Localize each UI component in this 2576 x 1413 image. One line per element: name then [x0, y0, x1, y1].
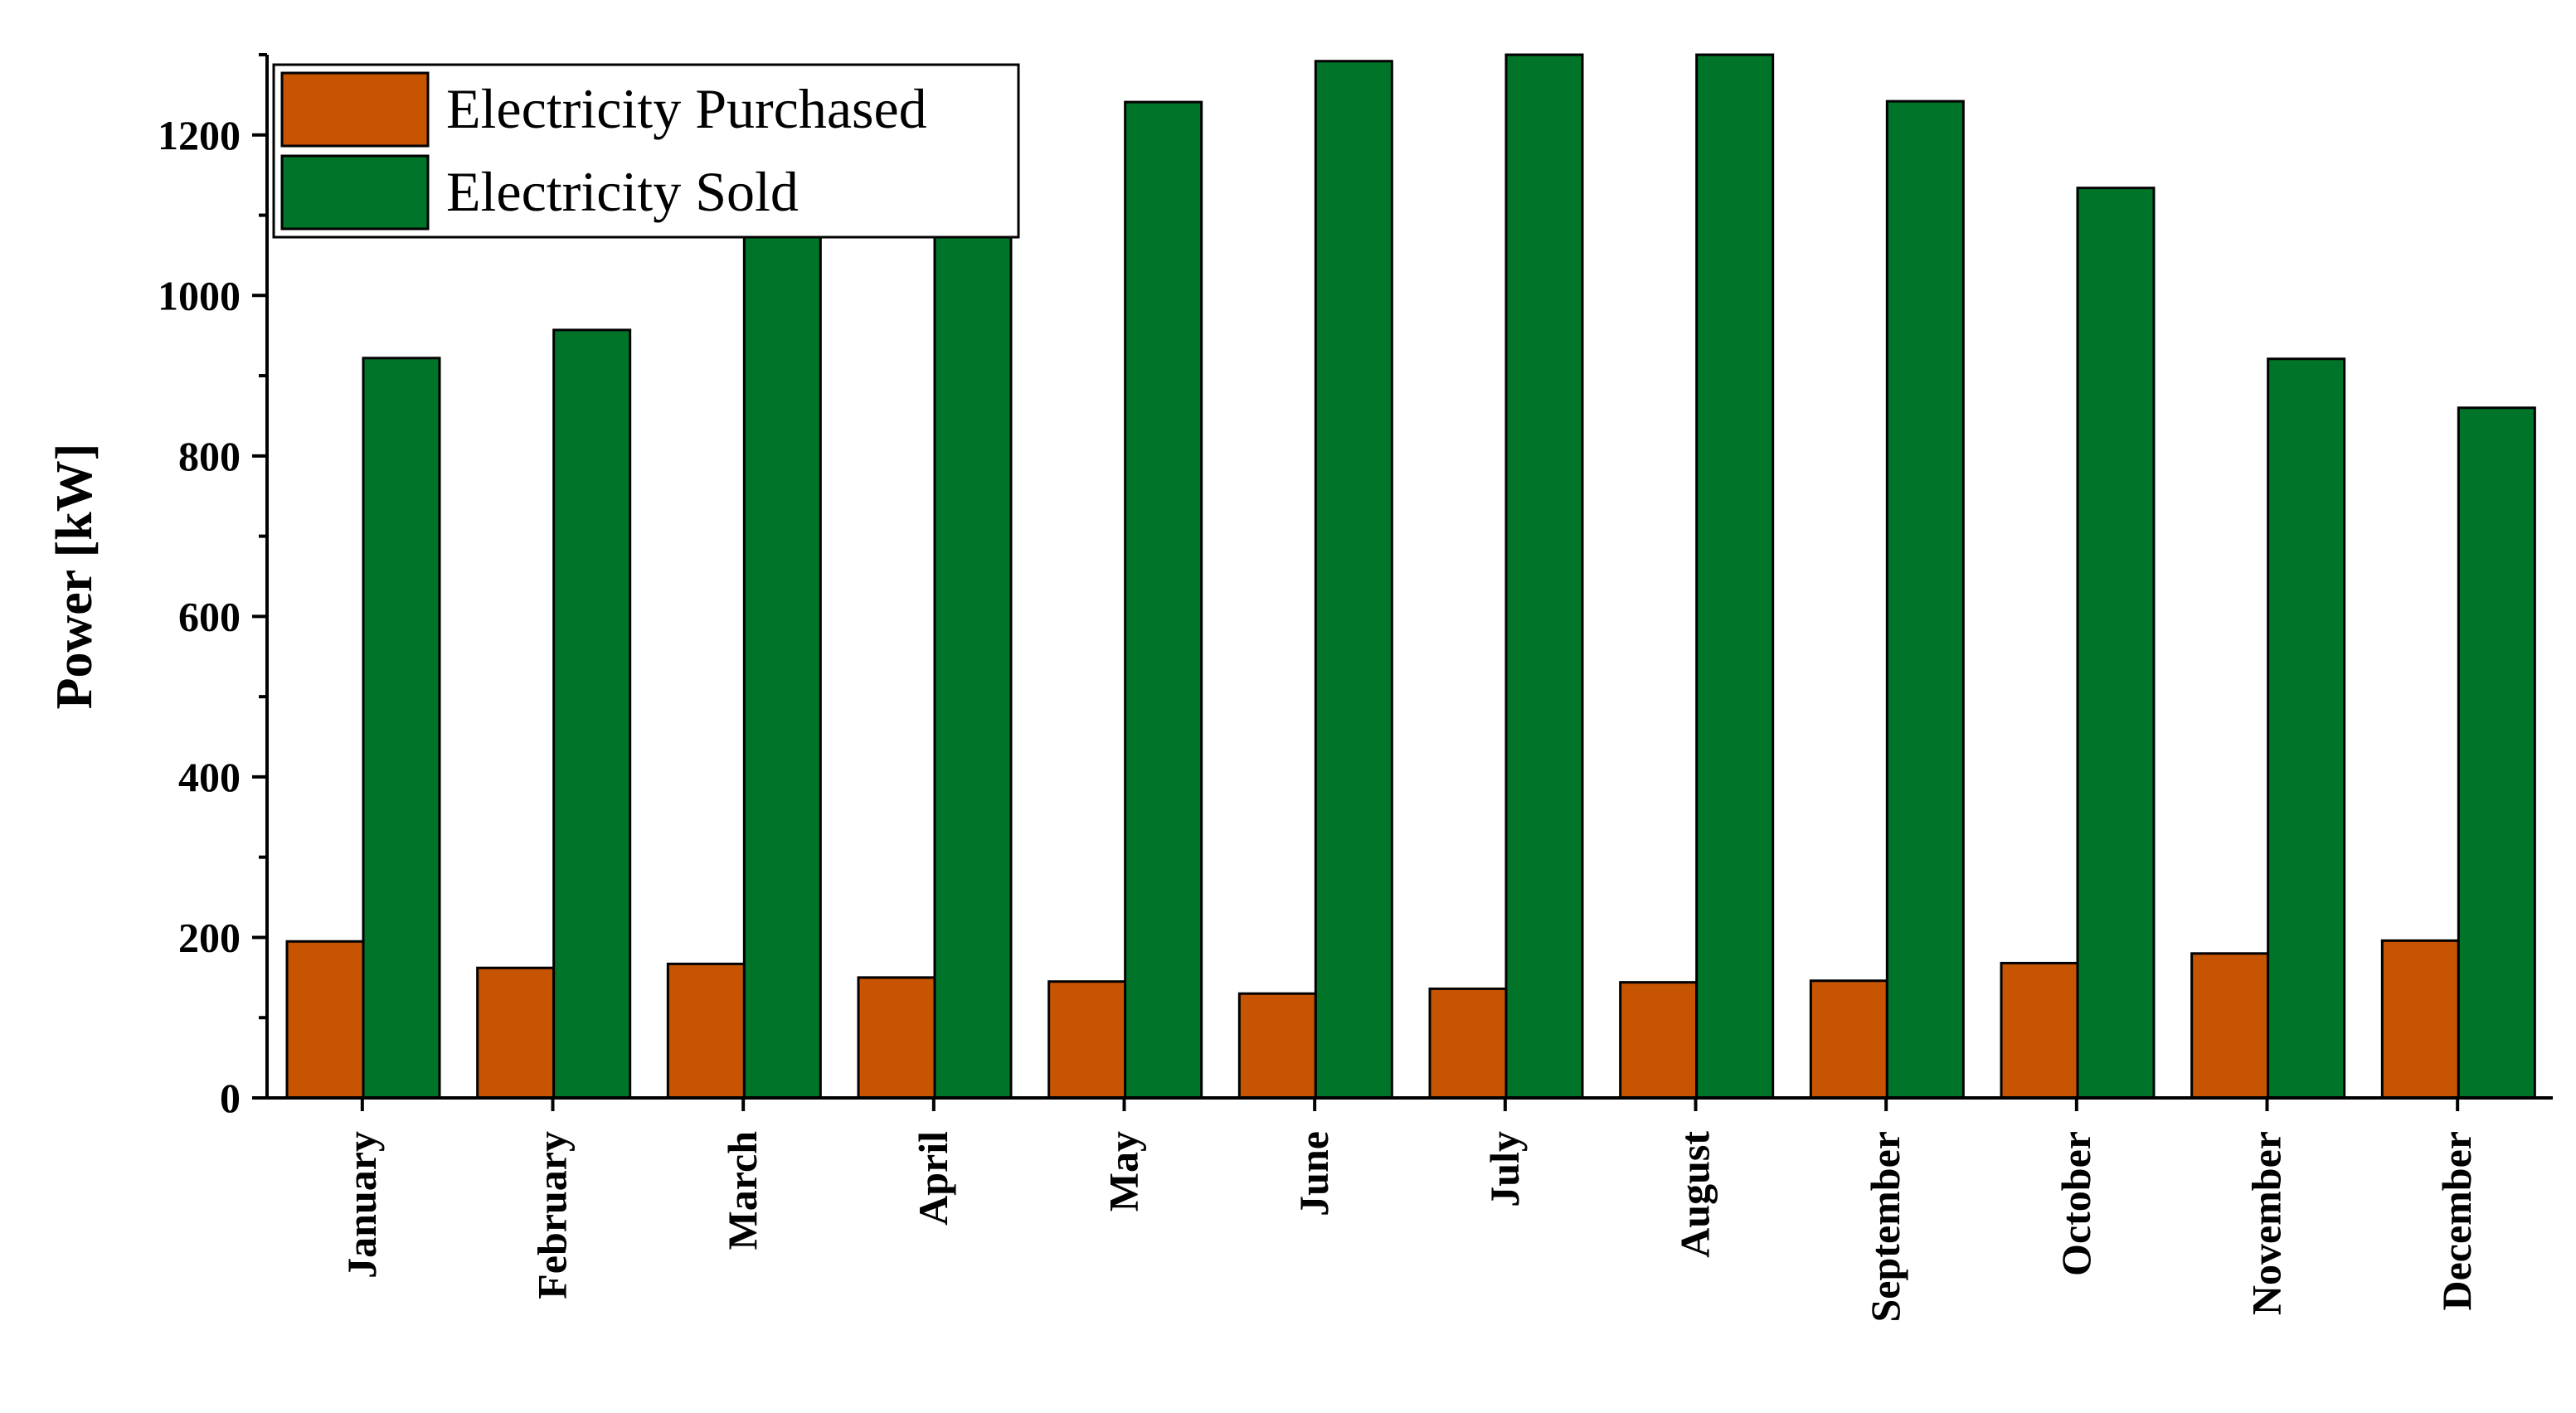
x-tick-label-march: March [719, 1131, 766, 1250]
bar-electricity-purchased-march [666, 962, 746, 1100]
x-tick-label-november: November [2243, 1131, 2290, 1315]
y-tick-labels: 0 200 400 600 800 1000 1200 [158, 112, 241, 1121]
bar-electricity-sold-april [933, 230, 1013, 1100]
bar-electricity-sold-december [2457, 406, 2536, 1100]
legend-label-electricity-sold: Electricity Sold [446, 160, 799, 223]
bar-electricity-sold-march [742, 230, 822, 1100]
bar-electricity-purchased-june [1237, 992, 1317, 1100]
bar-electricity-purchased-september [1809, 979, 1888, 1100]
bar-electricity-sold-may [1124, 100, 1203, 1100]
axes [252, 53, 2553, 1111]
bar-electricity-sold-august [1695, 53, 1775, 1100]
bar-electricity-purchased-october [2000, 961, 2079, 1100]
legend: Electricity Purchased Electricity Sold [272, 63, 1020, 239]
x-tick-label-may: May [1101, 1131, 1147, 1211]
x-tick-label-february: February [529, 1131, 576, 1299]
bar-electricity-purchased-may [1047, 980, 1127, 1100]
bar-electricity-purchased-february [476, 966, 556, 1100]
bar-electricity-purchased-april [857, 976, 936, 1100]
legend-swatch-electricity-sold [280, 154, 430, 231]
bar-electricity-purchased-january [285, 940, 365, 1100]
bar-electricity-purchased-august [1619, 981, 1699, 1100]
bar-electricity-sold-july [1504, 53, 1584, 1100]
y-tick-label: 0 [220, 1075, 241, 1121]
x-tick-label-july: July [1481, 1131, 1528, 1207]
legend-swatch-electricity-purchased [280, 71, 430, 148]
bar-electricity-sold-november [2267, 357, 2346, 1100]
y-tick-label: 400 [178, 754, 241, 800]
x-tick-label-august: August [1672, 1131, 1718, 1258]
y-axis-title: Power [kW] [46, 444, 103, 710]
y-tick-label: 1000 [158, 272, 241, 318]
bar-electricity-sold-october [2076, 187, 2156, 1100]
bar-layer [285, 53, 2536, 1100]
legend-label-electricity-purchased: Electricity Purchased [446, 77, 927, 140]
y-tick-label: 200 [178, 914, 241, 960]
y-tick-label: 800 [178, 433, 241, 479]
x-tick-labels: January February March April May June July Augu… [338, 1131, 2480, 1323]
bar-electricity-purchased-november [2190, 952, 2270, 1100]
x-tick-label-october: October [2053, 1131, 2099, 1276]
x-tick-label-september: September [1862, 1131, 1908, 1323]
bar-electricity-sold-january [362, 357, 441, 1100]
bar-electricity-purchased-july [1428, 987, 1508, 1100]
bar-electricity-sold-september [1885, 100, 1965, 1100]
bar-electricity-purchased-december [2380, 939, 2460, 1100]
bar-electricity-sold-june [1314, 60, 1393, 1100]
x-tick-label-june: June [1290, 1131, 1337, 1216]
y-tick-label: 1200 [158, 112, 241, 158]
x-tick-label-january: January [338, 1131, 385, 1279]
x-tick-label-april: April [910, 1131, 956, 1226]
bar-electricity-sold-february [552, 328, 632, 1100]
y-tick-label: 600 [178, 593, 241, 639]
x-tick-label-december: December [2433, 1131, 2480, 1311]
